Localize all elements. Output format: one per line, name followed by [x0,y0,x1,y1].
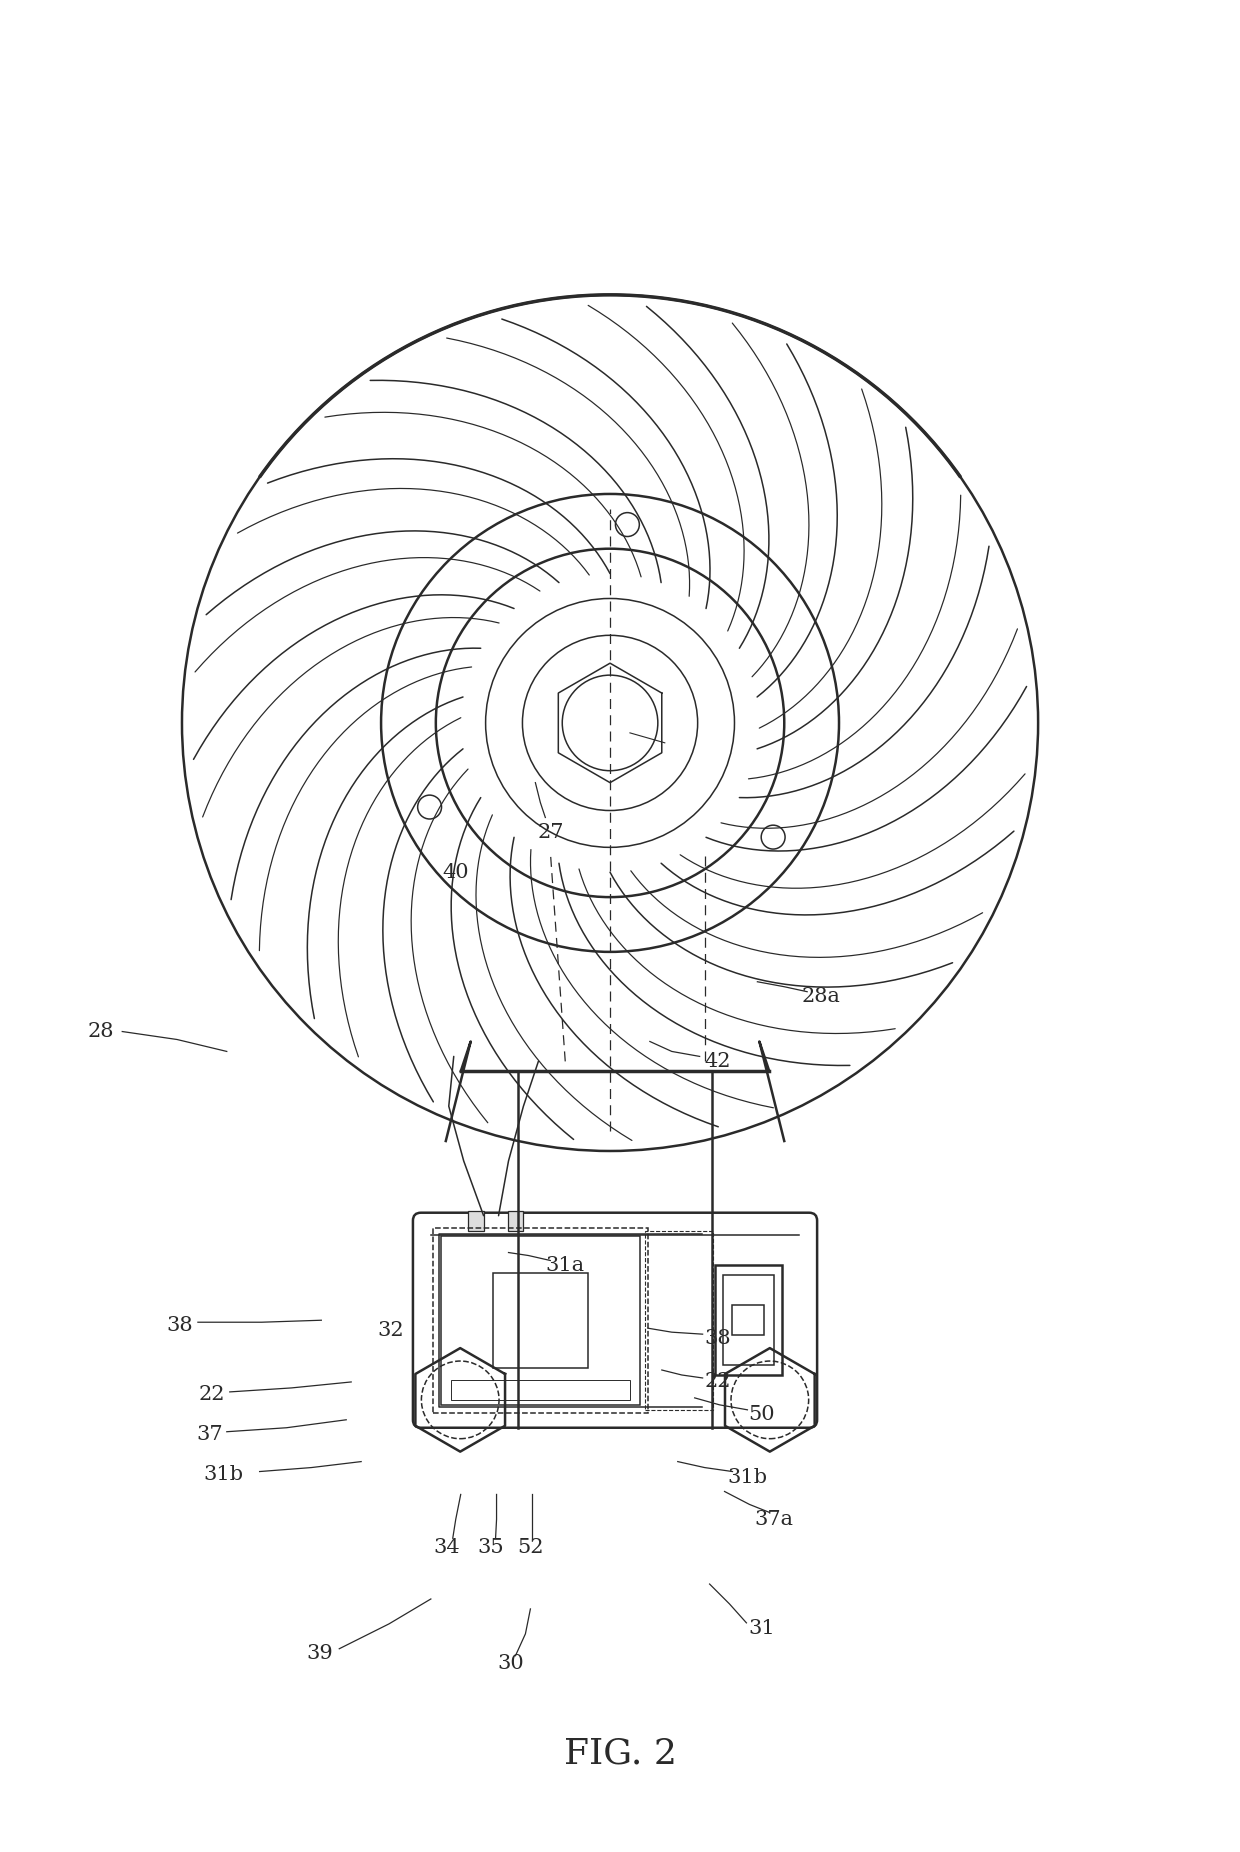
Text: 39: 39 [306,1645,332,1663]
Bar [645,1230,713,1409]
Text: 34: 34 [434,1537,460,1558]
Bar [440,1235,640,1406]
Text: 31b: 31b [203,1465,244,1483]
Text: 38: 38 [166,1315,193,1335]
Text: 31: 31 [748,1619,775,1639]
Text: 37: 37 [196,1426,223,1445]
Text: 52: 52 [517,1537,543,1558]
Bar [494,1272,588,1367]
Text: 35: 35 [477,1537,503,1558]
Text: 38: 38 [704,1328,730,1348]
Bar [467,1211,484,1230]
Bar [433,1228,647,1413]
Text: FIG. 2: FIG. 2 [563,1737,677,1771]
Text: 30: 30 [497,1654,523,1672]
Text: 50: 50 [748,1406,775,1424]
Text: 42: 42 [704,1052,730,1070]
Text: 31a: 31a [546,1256,585,1274]
Text: 27: 27 [537,822,563,843]
Bar [451,1380,630,1400]
Bar [714,1265,782,1374]
Bar [507,1211,523,1230]
Text: 22: 22 [198,1385,226,1404]
Bar [723,1276,774,1365]
Text: 22: 22 [704,1372,730,1391]
Text: 37a: 37a [755,1509,794,1530]
Bar [733,1306,764,1335]
Text: 28: 28 [87,1022,114,1041]
Text: 28a: 28a [801,987,841,1006]
Text: 40: 40 [443,863,469,882]
Text: 32: 32 [378,1320,404,1339]
Text: 31b: 31b [728,1469,768,1487]
